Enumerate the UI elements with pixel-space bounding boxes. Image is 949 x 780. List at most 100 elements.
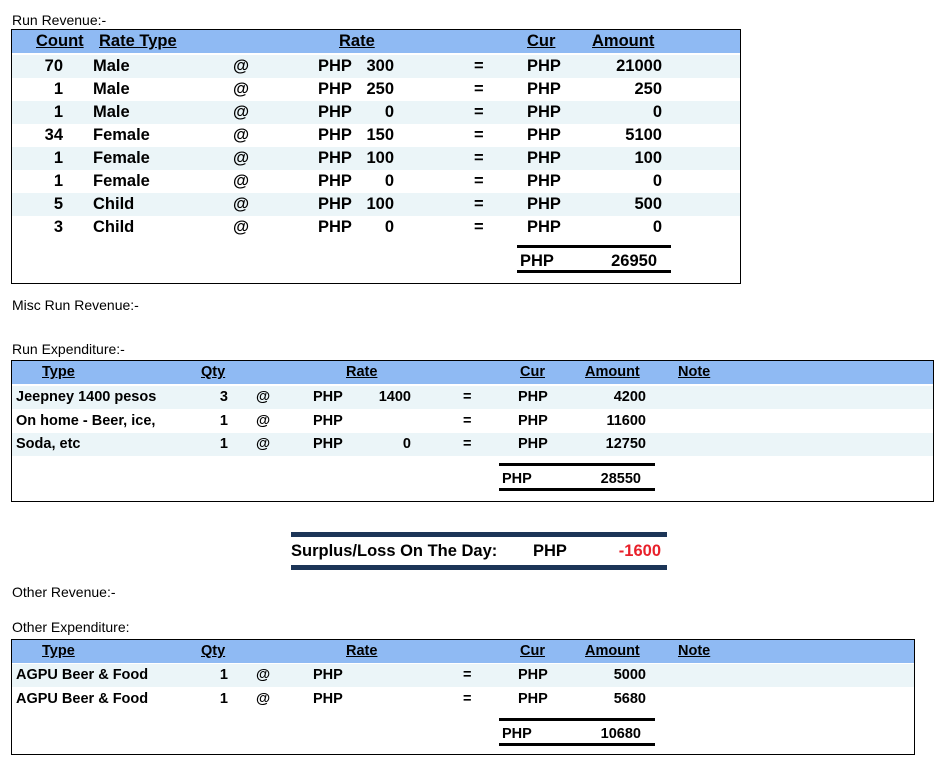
cell-count: 1 <box>53 80 63 98</box>
table-row: 34 Female @ PHP 150 = PHP 5100 <box>12 124 740 147</box>
cell-cur2: PHP <box>527 218 561 236</box>
cell-cur1: PHP <box>313 412 343 429</box>
cell-amount: 0 <box>652 103 662 121</box>
run-expenditure-table: Type Qty Rate Cur Amount Note Jeepney 1400 pes… <box>11 360 934 502</box>
cell-eq: = <box>474 80 484 98</box>
cell-amount: 0 <box>652 172 662 190</box>
cell-cur1: PHP <box>313 691 343 707</box>
cell-at: @ <box>233 80 250 98</box>
cell-type: Male <box>93 80 130 98</box>
cell-rate: 1400 <box>378 389 411 405</box>
cell-type: On home - Beer, ice, <box>16 412 156 429</box>
total-amount: 26950 <box>611 252 657 270</box>
cell-eq: = <box>463 412 472 429</box>
column-header-amount: Amount <box>585 364 640 380</box>
total-top-rule <box>499 463 655 466</box>
table-row: AGPU Beer & Food 1 @ PHP = PHP 5680 <box>12 688 914 711</box>
total-row: PHP 10680 <box>12 723 914 746</box>
run-expenditure-label: Run Expenditure:- <box>12 341 125 357</box>
column-header-type: Type <box>42 364 75 380</box>
table-row: Jeepney 1400 pesos 3 @ PHP 1400 = PHP 4200 <box>12 386 933 409</box>
cell-cur1: PHP <box>318 57 352 75</box>
other-expenditure-label: Other Expenditure: <box>12 619 130 635</box>
cell-amount: 12750 <box>605 436 646 452</box>
cell-eq: = <box>474 218 484 236</box>
cell-qty: 1 <box>219 436 228 452</box>
cell-at: @ <box>233 195 250 213</box>
total-top-rule <box>499 718 655 721</box>
table-row: Soda, etc 1 @ PHP 0 = PHP 12750 <box>12 433 933 456</box>
column-header-qty: Qty <box>201 643 226 659</box>
cell-cur1: PHP <box>318 218 352 236</box>
column-header-rate-type: Rate Type <box>99 32 177 50</box>
table-header: Type Qty Rate Cur Amount Note <box>12 640 914 663</box>
surplus-value: -1600 <box>618 542 661 560</box>
table-row: 1 Male @ PHP 0 = PHP 0 <box>12 101 740 124</box>
total-bottom-rule <box>517 270 671 273</box>
cell-at: @ <box>233 218 250 236</box>
cell-cur2: PHP <box>527 172 561 190</box>
cell-type: Soda, etc <box>16 436 81 452</box>
cell-type: Child <box>93 195 135 213</box>
cell-cur2: PHP <box>527 103 561 121</box>
surplus-bottom-rule <box>291 565 667 570</box>
table-row: 1 Female @ PHP 0 = PHP 0 <box>12 170 740 193</box>
column-header-cur: Cur <box>520 364 545 380</box>
cell-rate: 150 <box>366 126 394 144</box>
cell-cur1: PHP <box>318 195 352 213</box>
total-currency: PHP <box>520 252 554 270</box>
cell-at: @ <box>256 389 271 405</box>
cell-at: @ <box>233 149 250 167</box>
cell-rate: 100 <box>366 195 394 213</box>
cell-count: 1 <box>53 149 63 167</box>
column-header-amount: Amount <box>585 643 640 659</box>
cell-count: 3 <box>53 218 63 236</box>
column-header-cur: Cur <box>520 643 545 659</box>
cell-amount: 250 <box>634 80 662 98</box>
cell-at: @ <box>256 436 271 452</box>
cell-type: Child <box>93 218 135 236</box>
cell-amount: 100 <box>634 149 662 167</box>
column-header-qty: Qty <box>201 364 226 380</box>
cell-rate: 0 <box>384 103 394 121</box>
cell-rate: 100 <box>366 149 394 167</box>
cell-type: Female <box>93 149 150 167</box>
total-row: PHP 28550 <box>12 468 933 491</box>
misc-run-revenue-label: Misc Run Revenue:- <box>12 297 139 313</box>
cell-at: @ <box>233 172 250 190</box>
table-row: 1 Male @ PHP 250 = PHP 250 <box>12 78 740 101</box>
cell-eq: = <box>474 195 484 213</box>
cell-cur2: PHP <box>518 436 548 452</box>
total-amount: 10680 <box>600 726 641 742</box>
cell-amount: 0 <box>652 218 662 236</box>
total-amount: 28550 <box>600 471 641 487</box>
total-bottom-rule <box>499 743 655 746</box>
cell-amount: 5100 <box>625 126 662 144</box>
surplus-top-rule <box>291 532 667 537</box>
cell-type: AGPU Beer & Food <box>16 667 149 683</box>
cell-at: @ <box>233 57 250 75</box>
cell-count: 5 <box>53 195 63 213</box>
column-header-cur: Cur <box>527 32 556 50</box>
cell-amount: 5000 <box>613 667 646 683</box>
surplus-currency: PHP <box>533 542 567 560</box>
column-header-amount: Amount <box>592 32 655 50</box>
table-row: On home - Beer, ice, 1 @ PHP = PHP 11600 <box>12 410 933 433</box>
cell-type: Female <box>93 126 150 144</box>
column-header-rate: Rate <box>346 364 378 380</box>
run-revenue-table: Count Rate Type Rate Cur Amount 70 Male @ PHP 300… <box>11 29 741 284</box>
cell-type: AGPU Beer & Food <box>16 691 149 707</box>
table-header: Count Rate Type Rate Cur Amount <box>12 30 740 53</box>
cell-cur1: PHP <box>313 389 343 405</box>
other-expenditure-table: Type Qty Rate Cur Amount Note AGPU Beer & Food… <box>11 639 915 755</box>
surplus-label: Surplus/Loss On The Day: <box>291 542 498 560</box>
column-header-rate: Rate <box>339 32 375 50</box>
other-revenue-label: Other Revenue:- <box>12 584 116 600</box>
column-header-note: Note <box>678 643 711 659</box>
cell-cur2: PHP <box>527 149 561 167</box>
column-header-rate: Rate <box>346 643 378 659</box>
cell-cur2: PHP <box>527 80 561 98</box>
cell-cur1: PHP <box>313 667 343 683</box>
cell-rate: 300 <box>366 57 394 75</box>
cell-eq: = <box>463 389 472 405</box>
